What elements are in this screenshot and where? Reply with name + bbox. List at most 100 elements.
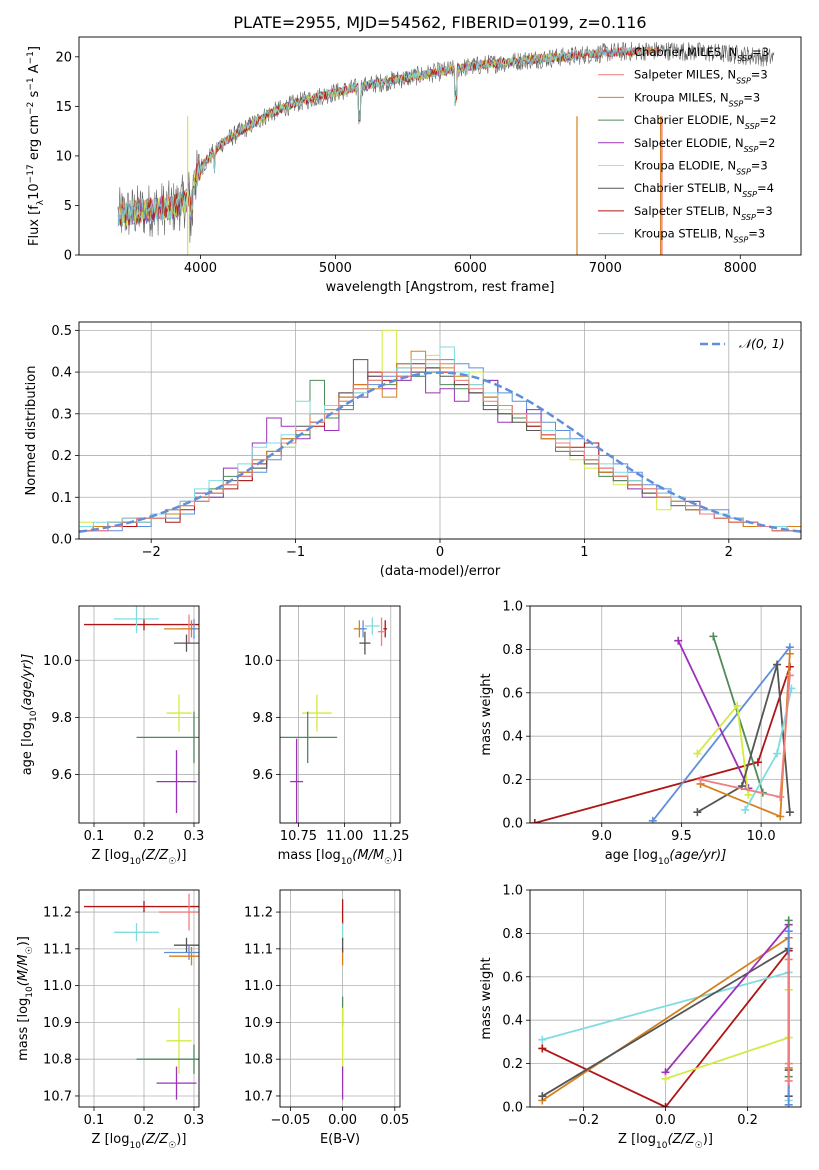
y-label-part: A <box>27 64 42 77</box>
y-tick-label: 10.9 <box>43 1016 72 1031</box>
y-tick-label: 10.8 <box>244 1053 273 1068</box>
weight-marker-kroupa-elodie <box>693 749 702 758</box>
y-tick-label: 0.3 <box>51 407 72 422</box>
weight-marker-chabrier-stelib <box>693 808 702 817</box>
y-label-part: −17 <box>26 164 36 183</box>
axes-frame <box>279 889 401 1108</box>
label-sub: ☉ <box>168 857 176 867</box>
y-tick-label: 0.2 <box>51 449 72 464</box>
weight-marker-kroupa-stelib <box>538 1035 547 1044</box>
weight-vs-age-panel: 9.0 9.5 10.0 0.0 0.2 0.4 0.6 0.8 1.0 mass weight a… <box>479 600 802 867</box>
y-tick-label: 11.2 <box>43 906 72 921</box>
weight-marker-salpeter-miles <box>696 775 705 784</box>
weight-marker-kroupa-miles <box>776 812 785 821</box>
legend-sub: SSP <box>736 76 751 85</box>
y-tick-label: 0.2 <box>502 1057 523 1072</box>
label-part: (Z/Z <box>141 1132 169 1147</box>
weight-marker-salpeter-miles <box>784 1076 793 1085</box>
label-part: (Z/Z <box>141 848 169 863</box>
mass-vs-metallicity-panel: 0.1 0.2 0.310.710.810.911.011.111.2Z [log1… <box>16 889 205 1151</box>
legend-label: Salpeter MILES, NSSP=3 <box>634 68 768 86</box>
label-part: (age/yr)] <box>669 848 726 863</box>
y-tick-label: 1.0 <box>502 600 523 615</box>
plot-area <box>530 632 796 823</box>
weight-marker-chabrier-stelib <box>785 808 794 817</box>
x-axis-label: Z [log10(Z/Z☉)] <box>618 1132 713 1151</box>
y-tick-label: 10.7 <box>244 1089 273 1104</box>
x-tick-label: 0.3 <box>184 1113 205 1128</box>
weight-marker-salpeter-miles <box>784 955 793 964</box>
legend-num: =2 <box>758 136 775 150</box>
plot-area <box>79 329 801 539</box>
label-sub: 10 <box>129 1141 141 1151</box>
y-tick-label: 11.0 <box>244 979 273 994</box>
label-part: age [log <box>20 722 35 775</box>
weight-line-chabrier-stelib <box>696 664 791 813</box>
label-part: )] <box>176 848 186 863</box>
y-tick-label: 0.4 <box>502 730 523 745</box>
axes-frame <box>78 36 802 256</box>
legend-label: Salpeter ELODIE, NSSP=2 <box>634 136 775 154</box>
label-sub: 10 <box>341 857 353 867</box>
y-axis-label: Normed distribution <box>24 366 39 496</box>
legend-text: Salpeter MILES, N <box>634 68 736 82</box>
label-sub: ☉ <box>695 1141 703 1151</box>
legend-sub: SSP <box>736 167 751 176</box>
weight-marker-chabrier-elodie <box>784 916 793 925</box>
weight-line-chabrier-miles <box>651 646 791 822</box>
weight-marker-salpeter-miles <box>785 671 794 680</box>
legend-text: Kroupa ELODIE, N <box>634 159 736 173</box>
y-tick-label: 10 <box>55 149 72 164</box>
legend-label: Chabrier STELIB, NSSP=4 <box>634 181 774 199</box>
y-tick-label: 20 <box>55 50 72 65</box>
axes-frame <box>279 605 401 824</box>
y-tick-label: 11.1 <box>43 942 72 957</box>
weight-marker-kroupa-elodie <box>744 790 753 799</box>
x-tick-label: 11.25 <box>372 829 409 844</box>
axes: 4000 5000 6000 7000 8000 0 5 10 15 20 wavelength [… <box>26 36 802 295</box>
y-tick-label: 10.0 <box>244 654 273 669</box>
x-tick-label: 9.5 <box>671 829 692 844</box>
y-tick-label: 0.8 <box>502 927 523 942</box>
legend-sub: SSP <box>741 212 756 221</box>
y-label-part: s <box>27 90 42 101</box>
legend-num: =3 <box>748 227 765 241</box>
y-tick-label: 10.8 <box>43 1053 72 1068</box>
label-part: )] <box>176 1132 186 1147</box>
label-part: mass [log <box>278 848 341 863</box>
label-sub: 10 <box>129 857 141 867</box>
x-tick-label: 0.00 <box>328 1113 357 1128</box>
plot-area <box>280 617 388 823</box>
plot-area <box>538 916 793 1107</box>
y-tick-label: 10.7 <box>43 1089 72 1104</box>
weight-marker-kroupa-elodie <box>661 1074 670 1083</box>
weight-marker-kroupa-stelib <box>773 749 782 758</box>
y-tick-label: 0.0 <box>502 1101 523 1116</box>
axes: −2 −1 0 1 2 0.0 0.1 0.2 0.3 0.4 0.5 (data-model)/er… <box>24 321 802 579</box>
label-part: (Z/Z <box>667 1132 695 1147</box>
y-tick-label: 10.9 <box>244 1016 273 1031</box>
hist-step-salpeter-miles <box>79 359 801 539</box>
x-axis-label: age [log10(age/yr)] <box>605 848 727 867</box>
label-part: (M/M <box>352 848 384 863</box>
weight-marker-chabrier-stelib <box>773 660 782 669</box>
legend-num: =3 <box>752 45 769 59</box>
x-axis-label: mass [log10(M/M☉)] <box>278 848 403 867</box>
label-sub: 10 <box>656 1141 668 1151</box>
weight-marker-kroupa-miles <box>785 649 794 658</box>
x-tick-label: 11.00 <box>326 829 363 844</box>
label-part: mass [log <box>16 998 31 1061</box>
weight-marker-salpeter-stelib <box>661 1103 670 1107</box>
y-axis-label: age [log10(age/yr)] <box>20 654 39 776</box>
label-sub: 10 <box>29 710 39 722</box>
y-tick-label: 9.8 <box>51 711 72 726</box>
x-axis-label: Z [log10(Z/Z☉)] <box>92 848 187 867</box>
x-tick-label: 0.2 <box>134 829 155 844</box>
weight-marker-salpeter-miles <box>776 792 785 801</box>
label-sub: 10 <box>25 986 35 998</box>
legend-label: Chabrier MILES, NSSP=3 <box>634 45 769 63</box>
y-label-part: Flux [f <box>27 205 42 246</box>
x-tick-label: −1 <box>286 545 305 560</box>
plot-area <box>84 606 199 814</box>
legend-label: Salpeter STELIB, NSSP=3 <box>634 204 773 222</box>
